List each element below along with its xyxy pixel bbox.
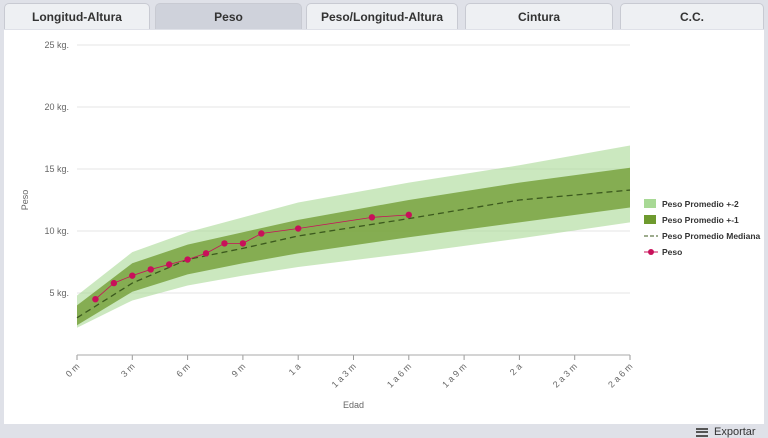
- legend-label: Peso Promedio +-2: [662, 199, 739, 209]
- x-tick-label: 1 a 3 m: [330, 361, 358, 389]
- x-tick-label: 1 a 9 m: [440, 361, 468, 389]
- legend-label: Peso: [662, 247, 682, 257]
- y-axis-title: Peso: [20, 190, 30, 211]
- export-button[interactable]: Exportar: [696, 426, 756, 438]
- export-label: Exportar: [714, 426, 756, 438]
- x-tick-label: 0 m: [64, 361, 82, 379]
- data-point: [239, 240, 247, 247]
- x-tick-label: 9 m: [230, 361, 248, 379]
- data-point: [165, 261, 173, 268]
- x-tick-label: 2 a: [508, 361, 524, 377]
- tab-bar: Longitud-Altura Peso Peso/Longitud-Altura C…: [0, 0, 768, 30]
- y-tick-label: 25 kg.: [44, 40, 69, 50]
- data-point: [405, 211, 412, 219]
- chart-panel: 5 kg. 10 kg. 15 kg. 20 kg. 25 kg. 0 m 3 m 6 m 9 …: [4, 30, 764, 438]
- x-tick-label: 3 m: [119, 361, 137, 379]
- data-point: [295, 225, 302, 232]
- tab[interactable]: C.C.: [620, 3, 764, 29]
- series-line: [76, 189, 631, 319]
- x-tick-label: 6 m: [174, 361, 192, 379]
- data-point: [202, 250, 210, 257]
- menu-icon: [696, 427, 708, 437]
- tab[interactable]: Peso: [155, 3, 302, 29]
- data-point: [110, 279, 118, 287]
- y-tick-label: 15 kg.: [44, 164, 69, 174]
- data-point: [368, 214, 376, 221]
- data-point: [92, 296, 99, 303]
- x-tick-label: 1 a 6 m: [385, 361, 413, 389]
- data-point: [129, 272, 136, 279]
- legend-swatch: [644, 199, 656, 208]
- x-axis-title: Edad: [343, 400, 364, 410]
- tab[interactable]: Longitud-Altura: [4, 3, 150, 29]
- y-tick-label: 5 kg.: [49, 288, 69, 298]
- data-point: [147, 266, 154, 273]
- band: [77, 167, 630, 326]
- data-point: [184, 256, 191, 263]
- legend-label: Peso Promedio Mediana: [662, 231, 761, 241]
- legend-swatch: [644, 215, 656, 224]
- chart: 5 kg. 10 kg. 15 kg. 20 kg. 25 kg. 0 m 3 m 6 m 9 …: [20, 40, 761, 410]
- data-point: [221, 240, 228, 247]
- tab[interactable]: Peso/Longitud-Altura: [306, 3, 458, 29]
- data-point: [258, 230, 265, 237]
- x-tick-label: 2 a 6 m: [606, 361, 634, 389]
- tab[interactable]: Cintura: [465, 3, 613, 29]
- y-tick-label: 10 kg.: [44, 226, 69, 236]
- x-tick-label: 1 a: [287, 361, 303, 377]
- y-tick-label: 20 kg.: [44, 102, 69, 112]
- legend-label: Peso Promedio +-1: [662, 215, 739, 225]
- x-tick-label: 2 a 3 m: [551, 361, 579, 389]
- legend-swatch: [648, 249, 654, 255]
